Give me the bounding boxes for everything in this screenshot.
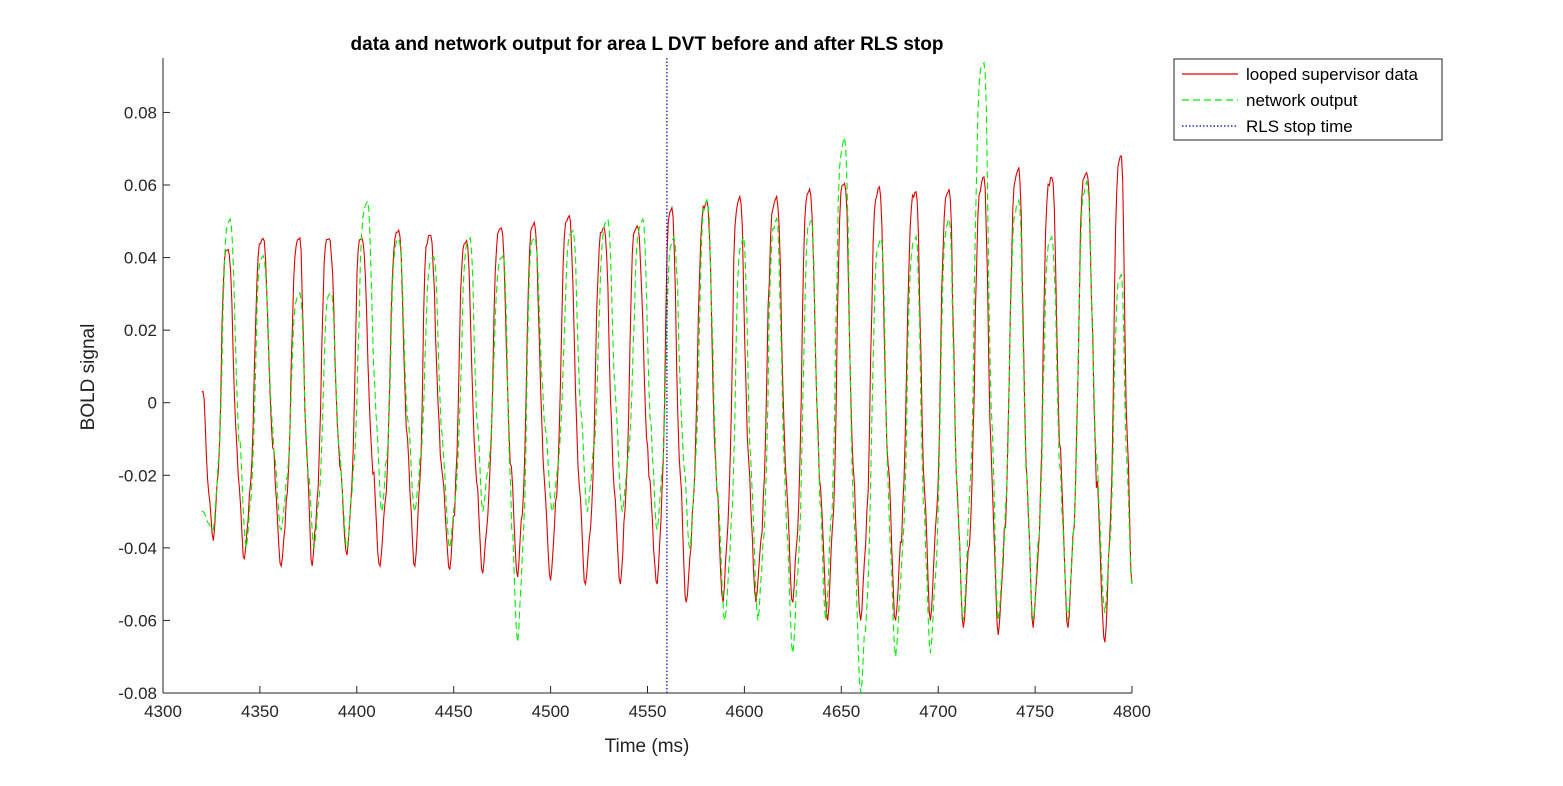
x-tick-label: 4500 (532, 702, 570, 721)
y-tick-label: -0.08 (118, 684, 157, 703)
x-tick-label: 4400 (338, 702, 376, 721)
x-tick-label: 4600 (725, 702, 763, 721)
y-tick-label: -0.06 (118, 611, 157, 630)
legend-label-2: network output (1246, 91, 1358, 110)
x-tick-label: 4800 (1113, 702, 1151, 721)
series-line-2 (201, 60, 1133, 694)
y-tick-label: 0.06 (124, 176, 157, 195)
series-line-1 (201, 155, 1133, 643)
legend-label-3: RLS stop time (1246, 117, 1353, 136)
x-tick-label: 4450 (435, 702, 473, 721)
y-tick-label: 0.08 (124, 103, 157, 122)
y-tick-label: 0.02 (124, 321, 157, 340)
y-tick-label: -0.04 (118, 539, 157, 558)
y-axis-label: BOLD signal (78, 324, 99, 431)
y-tick-label: 0.04 (124, 249, 157, 268)
x-tick-label: 4700 (919, 702, 957, 721)
plot-area: 4300 4350 4400 4450 4500 4550 4600 4650 4700 4750… (118, 58, 1151, 721)
y-tick-label: -0.02 (118, 466, 157, 485)
x-tick-label: 4650 (822, 702, 860, 721)
y-tick-label: 0 (148, 394, 157, 413)
x-tick-label: 4350 (241, 702, 279, 721)
x-axis-label: Time (ms) (605, 736, 690, 757)
chart-title: data and network output for area L DVT b… (351, 34, 944, 55)
x-tick-label: 4750 (1016, 702, 1054, 721)
legend-label-1: looped supervisor data (1246, 65, 1419, 84)
legend: looped supervisor data network output RLS … (1173, 58, 1443, 141)
x-tick-label: 4300 (144, 702, 182, 721)
x-tick-label: 4550 (629, 702, 667, 721)
